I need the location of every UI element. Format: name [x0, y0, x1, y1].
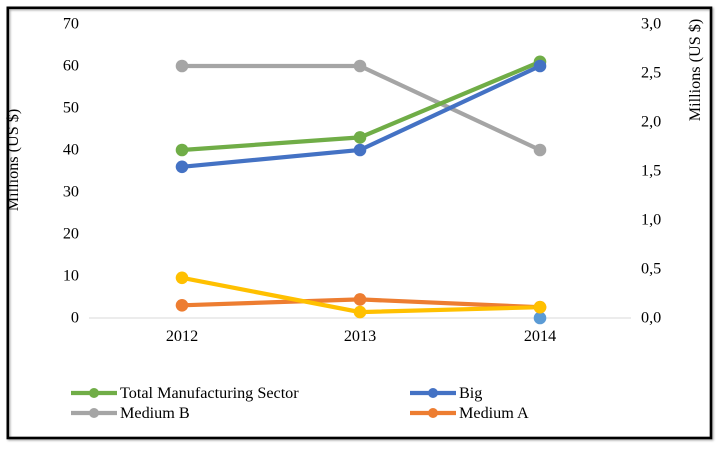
svg-text:0,5: 0,5 [641, 260, 661, 278]
svg-text:2,0: 2,0 [641, 113, 661, 131]
svg-text:Medium B: Medium B [120, 404, 190, 422]
svg-text:2014: 2014 [524, 327, 556, 345]
svg-text:Medium A: Medium A [459, 404, 529, 422]
svg-text:1,5: 1,5 [641, 162, 661, 180]
svg-text:2013: 2013 [344, 327, 376, 345]
svg-text:2,5: 2,5 [641, 64, 661, 82]
svg-text:Big: Big [459, 384, 482, 402]
svg-text:70: 70 [63, 15, 79, 33]
svg-text:40: 40 [63, 141, 79, 159]
svg-text:1,0: 1,0 [641, 211, 661, 229]
svg-text:30: 30 [63, 183, 79, 201]
svg-text:Millions (US $): Millions (US $) [4, 109, 22, 212]
svg-text:20: 20 [63, 225, 79, 243]
svg-text:60: 60 [63, 57, 79, 75]
svg-text:0,0: 0,0 [641, 309, 661, 327]
svg-text:0: 0 [71, 309, 79, 327]
svg-text:3,0: 3,0 [641, 15, 661, 33]
svg-text:50: 50 [63, 99, 79, 117]
svg-text:2012: 2012 [166, 327, 198, 345]
svg-text:10: 10 [63, 267, 79, 285]
svg-text:Total Manufacturing Sector: Total Manufacturing Sector [120, 384, 299, 402]
svg-text:Millions (US $): Millions (US $) [686, 19, 704, 122]
